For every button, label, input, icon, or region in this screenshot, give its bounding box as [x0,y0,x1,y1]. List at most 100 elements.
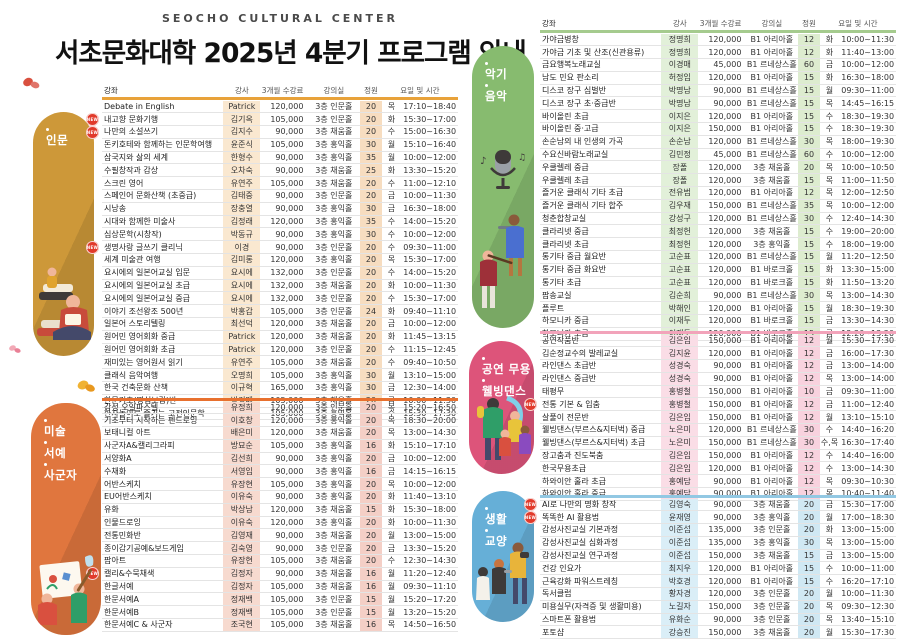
teacher-name: 노은미 [661,424,699,436]
course-name: 전통 기본 & 입춤 [542,399,601,409]
time-range: 13:00~14:30 [841,290,895,300]
fee-value: 150,000 [708,438,742,448]
time-range: 13:30~15:20 [403,165,457,175]
room-name: 3층 채움홀 [753,499,791,509]
teacher-name: 유장현 [223,555,261,567]
fee-value: 120,000 [708,188,742,198]
time-range: 18:00~19:30 [841,137,895,147]
capacity-value: 15 [798,327,820,340]
time-range: 18:00~19:00 [841,239,895,249]
teacher-name: 김영재 [223,529,261,542]
day-value: 수 [387,217,396,227]
table-row: 태평무 홍병철 150,000 B1 아리아홀 10 금 09:30~11:00 [540,385,896,399]
day-value: 화 [387,114,396,124]
table-row: 손순남의 내 인생의 가곡 손순남 120,000 B1 르네상스홀 30 목 18:00~… [540,135,896,149]
time-range: 13:00~15:00 [841,551,895,561]
capacity-value: 20 [360,126,382,138]
time-range: 11:00~11:50 [841,175,895,185]
day-value: 금 [387,396,396,406]
fee-value: 45,000 [713,60,742,70]
course-name: 라인댄스 중급반 [542,374,597,384]
category-label-line: 교양 [485,528,534,551]
room-name: 3층 홍익홀 [315,492,353,502]
table-row: 살풀이 전문반 김은임 150,000 B1 아리아홀 12 월 13:10~15:10 [540,411,896,425]
day-value: 수 [387,293,396,303]
time-range: 14:45~16:15 [841,98,895,108]
table-row: 클라리넷 중급 최정헌 120,000 3층 채움홀 15 수 19:00~20:00 [540,225,896,239]
course-name: 인물드로잉 [104,518,141,528]
day-value: 화 [387,441,396,451]
teacher-name: 이지은 [661,110,699,123]
room-name: B1 르네상스홀 [746,290,797,300]
time-range: 12:00~12:50 [841,188,895,198]
course-name: 스페인어 문화산책 (초중급) [104,191,197,201]
capacity-value: 30 [798,135,820,148]
time-range: 12:30~14:00 [403,383,457,393]
course-name: 포토샵 [542,627,565,637]
teacher-name: 유연주 [223,177,261,190]
time-range: 19:00~20:00 [841,226,895,236]
room-name: B1 아리아홀 [750,476,794,486]
capacity-value: 20 [360,356,382,369]
room-name: 3층 인문홀 [315,345,353,355]
course-name: 요시에의 일본어교실 입문 [104,268,191,278]
course-name: 똑똑한 AI 활용법 [542,512,600,522]
room-name: 3층 채움홀 [315,178,353,188]
table-row: 김순정교수의 발레교실 김지윤 120,000 B1 아리아홀 12 금 16:00~17:… [540,347,896,361]
teacher-name: 박경매 [223,394,261,407]
day-value: 월 [825,335,834,345]
time-range: 13:00~14:30 [403,428,457,438]
table-row: 하모니카 초급 이재두 120,000 B1 바로크홀 15 금 12:20~13:20 [540,327,896,341]
table-row: 한문기초(명심보감)반 박경매 105,000 3층 채움홀 20 금 10:00~11:3… [102,394,458,408]
table-row: 청춘합창교실 강성구 120,000 B1 르네상스홀 30 수 12:40~14:30 [540,212,896,226]
course-name: 통기타 중급 월요반 [542,252,606,262]
table-row: 공연작품반 김은임 150,000 B1 아리아홀 12 월 15:30~17:30 [540,334,896,348]
teacher-name: 홍예담 [661,488,699,500]
teacher-name: 이준섭 [661,536,699,549]
fee-value: 90,000 [275,229,304,239]
fee-value: 120,000 [270,255,304,265]
teacher-name: 요시에 [223,266,261,279]
music-illustration: ♪ ♫ [480,150,526,308]
day-value: 수 [825,150,834,160]
new-badge: NEW [86,112,99,126]
time-range: 09:40~10:50 [403,357,457,367]
course-name: 손순남의 내 인생의 가곡 [542,137,624,147]
day-value: 금 [387,191,396,201]
day-value: 수 [825,451,834,461]
table-row: 가야금 기초 및 산조(신관용류) 정명희 120,000 B1 아리아홀 12 화 11:… [540,46,896,60]
teacher-name: 유정희 [223,401,261,414]
butterfly-icon [77,380,95,392]
time-range: 16:30~18:00 [403,204,457,214]
fee-value: 105,000 [270,441,304,451]
fee-value: 150,000 [708,124,742,134]
time-range: 13:00~15:00 [841,525,895,535]
category-label-line: 인문 [46,128,94,150]
capacity-value: 20 [360,516,382,529]
capacity-value: 16 [360,580,382,593]
capacity-value: 15 [798,549,820,562]
course-name: 살풀이 전문반 [542,412,589,422]
room-name: 3층 홍익홀 [315,255,353,265]
course-name: 하모니카 초급 [542,329,589,339]
capacity-value: 20 [360,190,382,202]
time-range: 10:00~11:30 [403,191,457,201]
course-name: 재미있는 영어원서 읽기 [104,357,183,367]
capacity-value: 20 [360,427,382,439]
teacher-name: 손순남 [661,135,699,148]
day-value: 수 [387,229,396,239]
column-header-course: 강좌 [542,19,556,28]
room-name: B1 아리아홀 [750,451,794,461]
room-name: B1 바로크홀 [750,316,794,326]
category-label-line: 공연 무용 [482,357,534,379]
day-value: 수 [387,127,396,137]
course-name: 심상문학(시창작) [104,229,162,239]
time-range: 10:00~11:30 [403,281,457,291]
course-name: 하모니카 중급 [542,316,589,326]
time-range: 12:30~14:30 [403,556,457,566]
fee-value: 90,000 [275,191,304,201]
table-row: 시낭송 장충열 90,000 3층 홍익홀 30 금 16:30~18:00 [102,202,458,216]
teacher-name: 유화순 [661,613,699,626]
course-name: 한글서예 [104,582,134,592]
course-name: 팝아트 [104,556,127,566]
